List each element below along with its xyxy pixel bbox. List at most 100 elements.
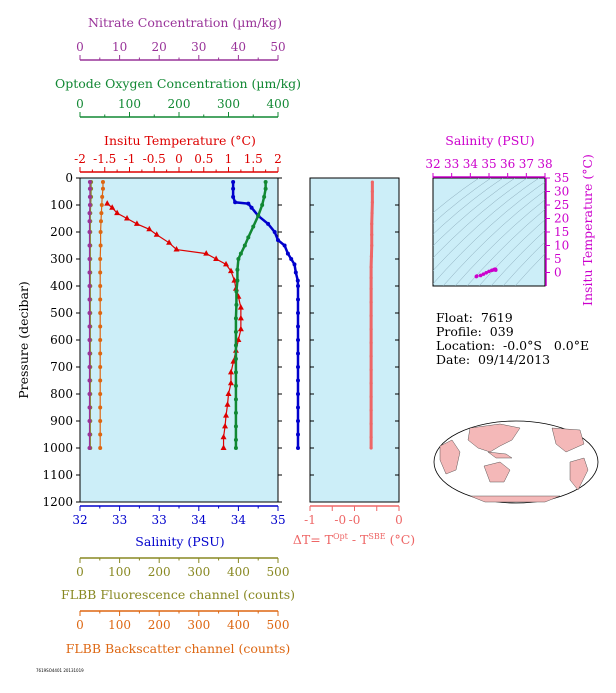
backscatter-point [100, 195, 104, 199]
pressure-tick-label: 800 [50, 387, 73, 401]
oxygen-point [234, 438, 238, 442]
delta-t-point [370, 301, 373, 304]
temperature-tick-label: -0.5 [143, 152, 166, 166]
backscatter-point [98, 325, 102, 329]
salinity-point [296, 279, 300, 283]
pressure-tick-label: 700 [50, 360, 73, 374]
nitrate-point [88, 187, 92, 191]
fluorescence-tick-label: 200 [148, 565, 171, 579]
temperature-tick-label: -1.5 [93, 152, 116, 166]
fluorescence-tick-label: 0 [76, 565, 84, 579]
salinity-axis-label: Salinity (PSU) [135, 534, 224, 549]
nitrate-tick-label: 0 [76, 40, 84, 54]
fluorescence-axis-label: FLBB Fluorescence channel (counts) [61, 587, 295, 602]
ts-xtick-label: 36 [500, 157, 515, 171]
oxygen-point [243, 244, 247, 248]
oxygen-point [264, 187, 268, 191]
backscatter-point [101, 187, 105, 191]
oxygen-point [234, 411, 238, 415]
nitrate-point [88, 298, 92, 302]
main-plot-area [80, 178, 278, 502]
oxygen-axis-label: Optode Oxygen Concentration (µm/kg) [55, 76, 301, 91]
location: Location: -0.0°S 0.0°E [436, 339, 589, 353]
backscatter-point [98, 338, 102, 342]
nitrate-point [88, 338, 92, 342]
backscatter-point [101, 180, 105, 184]
nitrate-tick-label: 30 [191, 40, 206, 54]
ts-title: Salinity (PSU) [445, 133, 534, 148]
backscatter-point [98, 419, 102, 423]
nitrate-point [88, 379, 92, 383]
delta-t-point [370, 287, 373, 290]
delta-t-label-sup1: Opt [333, 532, 349, 541]
salinity-tick-label: 32 [72, 513, 87, 527]
salinity-point [296, 433, 300, 437]
pressure-tick-label: 1100 [42, 468, 73, 482]
nitrate-point [88, 433, 92, 437]
temperature-tick-label: -2 [74, 152, 86, 166]
ts-ytick-label: 10 [554, 239, 569, 253]
nitrate-point [88, 219, 92, 223]
salinity-point [246, 202, 250, 206]
oxygen-tick-label: 0 [76, 97, 84, 111]
salinity-tick-label: 33 [152, 513, 167, 527]
backscatter-tick-label: 500 [267, 618, 290, 632]
backscatter-point [98, 365, 102, 369]
backscatter-point [98, 446, 102, 450]
delta-t-point [370, 255, 373, 258]
fluorescence-tick-label: 500 [267, 565, 290, 579]
nitrate-point [88, 195, 92, 199]
salinity-point [296, 311, 300, 315]
salinity-tick-label: 34 [231, 513, 247, 527]
salinity-point [231, 195, 235, 199]
nitrate-point [88, 352, 92, 356]
file-stamp: 7619SO4401 20131019 [36, 668, 84, 673]
nitrate-point [88, 446, 92, 450]
pressure-tick-label: 500 [50, 306, 73, 320]
fluorescence-tick-label: 400 [227, 565, 250, 579]
salinity-point [231, 187, 235, 191]
oxygen-point [234, 357, 238, 361]
nitrate-point [88, 365, 92, 369]
ts-xtick-label: 33 [444, 157, 459, 171]
ts-point [494, 268, 498, 272]
delta-t-point [371, 180, 374, 183]
oxygen-point [234, 370, 238, 374]
delta-t-point [371, 190, 374, 193]
nitrate-point [88, 211, 92, 215]
oxygen-point [262, 195, 266, 199]
oxygen-point [256, 214, 260, 218]
delta-t-point [370, 436, 373, 439]
nitrate-point [88, 325, 92, 329]
salinity-point [296, 298, 300, 302]
salinity-point [276, 238, 280, 242]
temperature-tick-label: 1.5 [244, 152, 263, 166]
pressure-tick-label: 300 [50, 252, 73, 266]
ts-y-label: Insitu Temperature (°C) [580, 154, 595, 306]
delta-t-point [370, 266, 373, 269]
delta-t-point [370, 314, 373, 317]
ts-ytick-label: 20 [554, 212, 569, 226]
backscatter-point [98, 257, 102, 261]
delta-t-label-mid: - T [348, 532, 369, 547]
fluorescence-tick-label: 300 [187, 565, 210, 579]
backscatter-tick-label: 0 [76, 618, 84, 632]
delta-t-label-sup2: SBE [368, 532, 385, 541]
nitrate-point [88, 284, 92, 288]
float-info: Float: 7619 Profile: 039 Location: -0.0°… [436, 311, 589, 367]
oxygen-point [251, 225, 255, 229]
pressure-tick-label: 100 [50, 198, 73, 212]
salinity-point [273, 230, 277, 234]
delta-t-point [370, 328, 373, 331]
delta-t-point [370, 276, 373, 279]
nitrate-axis-label: Nitrate Concentration (µm/kg) [88, 15, 282, 30]
delta-t-point [370, 368, 373, 371]
nitrate-point [88, 257, 92, 261]
delta-t-label-main: ΔT= T [293, 532, 334, 547]
ts-ytick-label: 30 [554, 185, 569, 199]
nitrate-point [88, 244, 92, 248]
ts-ytick-label: 35 [554, 171, 569, 185]
backscatter-tick-label: 400 [227, 618, 250, 632]
backscatter-point [98, 352, 102, 356]
